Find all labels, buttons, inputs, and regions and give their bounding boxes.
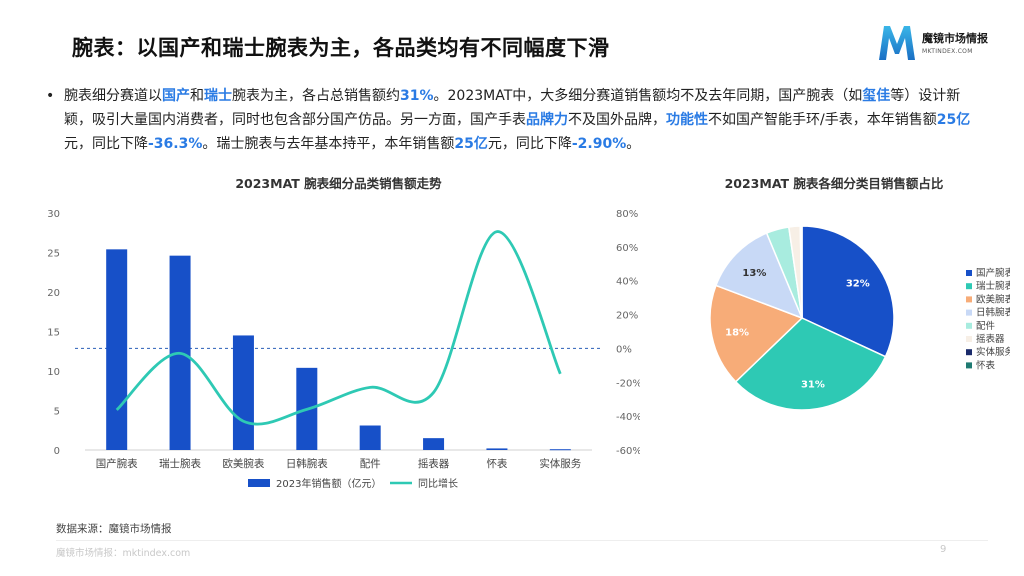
paragraph-text: 腕表为主，各占总销售额约: [232, 88, 400, 104]
summary-paragraph: • 腕表细分赛道以国产和瑞士腕表为主，各占总销售额约31%。2023MAT中，大…: [46, 84, 976, 156]
paragraph-text: 等）设计新颖，吸引大量国内消费者，同时也包含部分国产仿品。另一方面，国产手表: [64, 88, 961, 128]
legend-label: 摇表器: [976, 333, 1005, 345]
sales-trend-svg: 2023MAT 腕表细分品类销售额走势 0 5 10 15 20 25 30 -60% -40% -…: [47, 176, 642, 490]
chart-title: 2023MAT 腕表各细分类目销售额占比: [725, 176, 944, 191]
pie-slice: [714, 232, 804, 320]
y-right-tick-label: 80%: [616, 209, 638, 220]
legend-swatch: [966, 309, 972, 316]
legend-swatch: [966, 336, 972, 342]
x-tick-label: 瑞士腕表: [159, 457, 201, 470]
bar: [106, 249, 128, 450]
pie-slice-label: 31%: [801, 379, 825, 390]
legend-swatch: [966, 362, 972, 369]
data-source: 数据来源：魔镜市场情报: [56, 523, 172, 535]
legend-label: 怀表: [976, 359, 996, 371]
highlight-text: -36.3%: [148, 136, 203, 152]
highlight-text: -2.90%: [571, 136, 627, 152]
growth-line: [115, 230, 562, 426]
x-tick-label: 实体服务: [539, 457, 581, 470]
paragraph-text: 元，同比下降: [487, 136, 572, 152]
y-left-tick-label: 15: [47, 328, 60, 339]
paragraph-text: 腕表细分赛道以: [64, 88, 162, 104]
pie-slice-label: 13%: [742, 268, 766, 279]
bar: [359, 425, 381, 450]
y-left-tick-label: 30: [47, 209, 60, 220]
paragraph-text: 。: [626, 136, 641, 152]
share-pie-chart: 2023MAT 腕表各细分类目销售额占比 32% 31% 18% 13% 国产腕表 瑞士腕表…: [690, 168, 1015, 448]
pie-slice: [801, 225, 895, 358]
pie-slice: [734, 317, 887, 411]
x-tick-label: 欧美腕表: [222, 457, 264, 470]
y-left-tick-label: 25: [47, 249, 60, 260]
bar: [232, 335, 254, 450]
paragraph-text: 。2023MAT中，大多细分赛道销售额均不及去年同期，国产腕表（如: [433, 88, 863, 104]
pie-slice: [800, 225, 803, 319]
legend-label: 实体服务: [976, 346, 1010, 358]
chart-title: 2023MAT 腕表细分品类销售额走势: [235, 176, 442, 191]
y-right-tick-label: -60%: [616, 446, 640, 457]
paragraph-text: 和: [190, 88, 204, 104]
logo-url: MKTINDEX.COM: [922, 48, 973, 55]
legend-label: 日韩腕表: [976, 307, 1010, 319]
highlight-text: 31%: [400, 88, 434, 104]
y-right-tick-label: -20%: [616, 378, 640, 389]
legend-label: 国产腕表: [976, 267, 1010, 279]
x-tick-label: 摇表器: [418, 457, 450, 470]
summary-text: 腕表细分赛道以国产和瑞士腕表为主，各占总销售额约31%。2023MAT中，大多细…: [64, 84, 976, 156]
y-left-tick-label: 20: [47, 288, 60, 299]
y-right-tick-label: 0%: [616, 344, 632, 355]
y-right-tick-label: 20%: [616, 311, 638, 322]
y-left-tick-label: 10: [47, 367, 60, 378]
highlight-text: 玺佳: [862, 88, 891, 104]
legend-swatch: [966, 283, 972, 290]
highlight-text: 25亿: [454, 136, 488, 152]
y-right-tick-label: 60%: [616, 243, 638, 254]
pie-slice-label: 32%: [846, 278, 870, 289]
bullet-icon: •: [46, 88, 55, 104]
share-pie-svg: 2023MAT 腕表各细分类目销售额占比 32% 31% 18% 13% 国产腕表瑞士腕表…: [709, 176, 1015, 411]
legend-label: 配件: [976, 320, 996, 332]
page-number: 9: [940, 544, 947, 555]
legend-swatch: [966, 349, 972, 356]
legend-bar-label: 2023年销售额（亿元）: [276, 477, 381, 490]
y-right-tick-label: -40%: [616, 412, 640, 423]
y-left-tick-label: 0: [54, 446, 60, 457]
logo-m-icon: [879, 26, 915, 60]
footer-text: 魔镜市场情报：mktindex.com: [56, 548, 191, 559]
bar: [486, 448, 508, 450]
highlight-text: 功能性: [666, 112, 708, 128]
highlight-text: 品牌力: [526, 112, 568, 128]
y-right-tick-label: 40%: [616, 277, 638, 288]
bar: [423, 438, 445, 450]
legend-swatch: [966, 322, 972, 329]
x-tick-label: 配件: [360, 458, 381, 470]
paragraph-text: 元，同比下降: [64, 136, 148, 152]
pie-slice-label: 18%: [725, 327, 749, 338]
page-title: 腕表：以国产和瑞士腕表为主，各品类均有不同幅度下滑: [72, 36, 610, 60]
x-tick-label: 日韩腕表: [286, 457, 328, 470]
legend-bar-swatch: [248, 479, 270, 487]
y-left-tick-label: 5: [54, 407, 60, 418]
highlight-text: 25亿: [936, 112, 971, 128]
sales-trend-chart: 2023MAT 腕表细分品类销售额走势 0 5 10 15 20 25 30 -60% -40% -…: [40, 168, 642, 508]
legend-line-label: 同比增长: [418, 477, 458, 490]
legend-label: 瑞士腕表: [976, 280, 1010, 292]
legend-swatch: [966, 296, 972, 303]
logo-name: 魔镜市场情报: [922, 32, 988, 45]
x-tick-label: 国产腕表: [96, 457, 138, 470]
paragraph-text: 不如国产智能手环/手表，本年销售额: [708, 112, 937, 128]
legend-label: 欧美腕表: [976, 293, 1010, 305]
x-tick-label: 怀表: [486, 457, 507, 470]
bar: [549, 449, 571, 451]
paragraph-text: 不及国外品牌，: [568, 112, 666, 128]
highlight-text: 瑞士: [204, 88, 232, 104]
paragraph-text: 。瑞士腕表与去年基本持平，本年销售额: [202, 136, 455, 152]
legend-swatch: [966, 270, 972, 276]
footer-divider: [56, 540, 988, 541]
highlight-text: 国产: [162, 88, 190, 104]
brand-logo: 魔镜市场情报 MKTINDEX.COM: [876, 22, 1016, 66]
